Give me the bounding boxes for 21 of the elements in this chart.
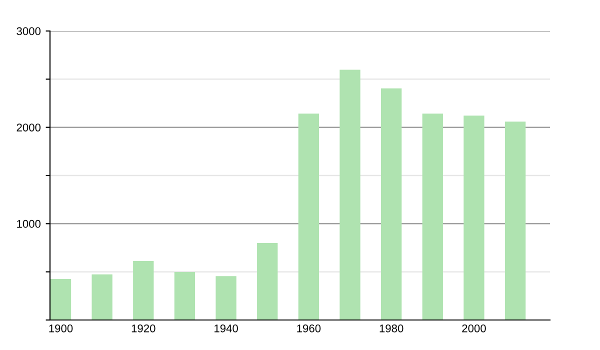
bar	[133, 261, 154, 320]
bar	[50, 279, 72, 320]
bar	[257, 243, 278, 320]
y-tick-label: 3000	[16, 27, 41, 36]
bar	[298, 114, 320, 320]
x-tick-label: 1900	[49, 324, 73, 332]
bar	[340, 70, 360, 320]
bar	[464, 116, 484, 320]
bar	[92, 274, 112, 320]
x-tick-label: 1960	[297, 324, 321, 332]
x-tick-label: 1980	[380, 324, 404, 332]
y-tick-label: 2000	[16, 124, 41, 132]
bar	[174, 272, 196, 320]
x-tick-label: 1920	[132, 324, 156, 332]
x-tick-label: 1940	[214, 324, 238, 332]
x-tick-label: 2000	[462, 324, 486, 332]
bar	[380, 88, 402, 320]
bar	[422, 114, 443, 320]
bar	[504, 122, 526, 320]
bar	[216, 276, 236, 320]
y-tick-label: 1000	[17, 220, 41, 228]
